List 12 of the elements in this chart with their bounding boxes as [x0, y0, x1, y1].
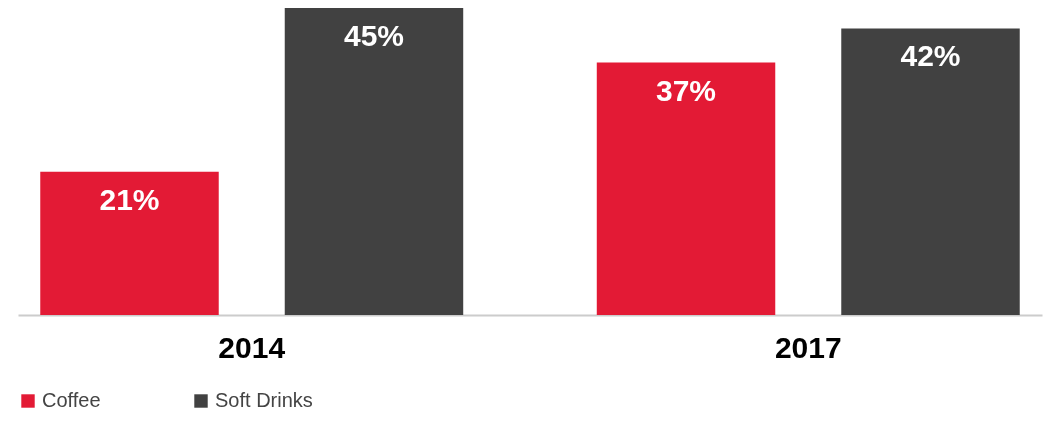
legend-label: Coffee: [42, 389, 101, 411]
bar: [284, 8, 464, 315]
data-label: 37%: [656, 73, 717, 107]
legend-label: Soft Drinks: [215, 389, 313, 411]
bar: [596, 62, 776, 315]
data-label: 45%: [343, 19, 404, 52]
data-label: 42%: [900, 39, 961, 73]
x-tick-label: 2017: [774, 330, 842, 364]
data-label: 21%: [99, 182, 160, 216]
bar: [40, 171, 219, 315]
x-tick-label: 2014: [218, 330, 286, 364]
bar: [841, 28, 1020, 315]
